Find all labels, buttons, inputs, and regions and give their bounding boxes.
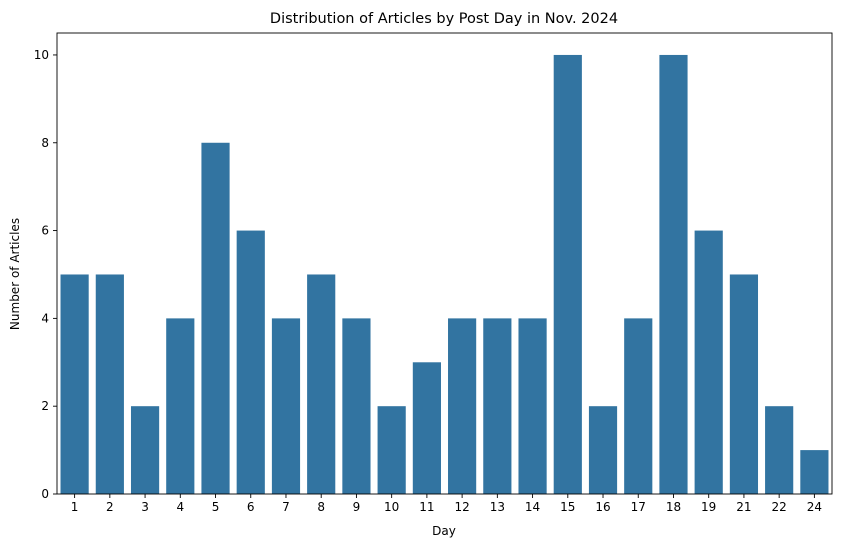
x-tick-label: 10 [384, 500, 399, 514]
bar-day-9 [342, 318, 371, 494]
x-tick-label: 12 [454, 500, 469, 514]
y-tick-label: 8 [41, 136, 49, 150]
x-tick-label: 4 [176, 500, 184, 514]
bar-day-7 [271, 318, 301, 494]
x-tick-label: 5 [212, 500, 220, 514]
bar-day-6 [236, 230, 265, 494]
bar-day-13 [483, 318, 512, 494]
y-tick-label: 0 [41, 487, 49, 501]
x-tick-label: 22 [772, 500, 787, 514]
x-tick-label: 18 [666, 500, 681, 514]
x-tick-label: 13 [490, 500, 505, 514]
x-axis-label: Day [432, 524, 456, 538]
y-axis-label: Number of Articles [8, 218, 22, 330]
x-tick-label: 3 [141, 500, 149, 514]
x-tick-label: 1 [71, 500, 79, 514]
plot-frame [56, 32, 833, 495]
x-tick-label: 16 [595, 500, 610, 514]
bar-day-22 [765, 406, 794, 494]
y-tick-label: 10 [34, 48, 49, 62]
bar-day-10 [377, 406, 406, 494]
bar-day-21 [729, 274, 759, 494]
bar-day-2 [95, 274, 124, 494]
chart-title: Distribution of Articles by Post Day in … [270, 11, 618, 27]
x-tick-label: 9 [353, 500, 361, 514]
x-tick-label: 24 [807, 500, 822, 514]
x-tick-label: 17 [631, 500, 646, 514]
bar-day-1 [60, 274, 89, 494]
x-tick-label: 11 [419, 500, 434, 514]
bar-day-3 [130, 406, 160, 494]
bar-day-18 [659, 54, 688, 494]
bar-day-17 [624, 318, 653, 494]
x-tick-label: 6 [247, 500, 255, 514]
bar-day-14 [518, 318, 547, 494]
x-tick-label: 14 [525, 500, 540, 514]
x-tick-label: 21 [736, 500, 751, 514]
x-tick-label: 2 [106, 500, 114, 514]
x-tick-label: 19 [701, 500, 716, 514]
bar-day-15 [553, 54, 582, 494]
x-tick-label: 8 [317, 500, 325, 514]
bar-day-4 [166, 318, 195, 494]
y-tick-label: 6 [41, 224, 49, 238]
bar-day-12 [448, 318, 477, 494]
plot-area: 1 2 3 4 5 6 7 8 9 10 11 12 13 14 15 16 17 18 19 21 22 2402468… [34, 32, 833, 514]
y-tick-label: 2 [41, 399, 49, 413]
bar-day-5 [201, 142, 230, 494]
bar-day-19 [694, 230, 723, 494]
bar-day-16 [588, 406, 618, 494]
x-tick-label: 15 [560, 500, 575, 514]
bar-day-8 [307, 274, 336, 494]
y-tick-label: 4 [41, 311, 49, 325]
x-tick-label: 7 [282, 500, 290, 514]
bar-day-11 [412, 362, 441, 494]
bar-day-24 [800, 450, 829, 494]
